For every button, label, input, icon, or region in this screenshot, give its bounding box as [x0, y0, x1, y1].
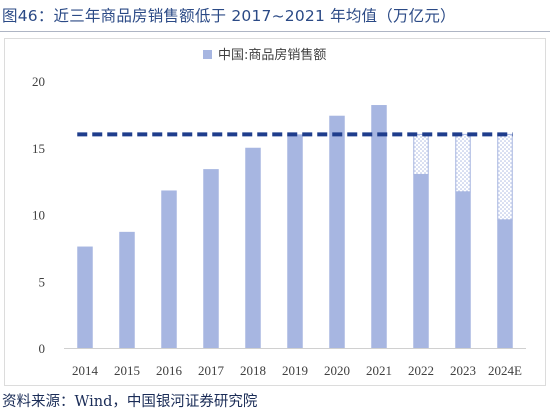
- x-tick-label: 2023: [450, 363, 476, 378]
- x-tick-label: 2020: [324, 363, 350, 378]
- bar: [245, 147, 261, 348]
- title-divider: [0, 31, 550, 32]
- x-tick-label: 2019: [282, 363, 308, 378]
- bar: [329, 115, 345, 349]
- x-tick-label: 2015: [114, 363, 140, 378]
- bar: [371, 105, 387, 348]
- bar: [161, 190, 177, 348]
- bar: [203, 169, 219, 348]
- bar: [119, 231, 135, 348]
- legend-label: 中国:商品房销售额: [218, 47, 326, 63]
- y-tick-label: 10: [32, 208, 45, 223]
- y-tick-label: 15: [32, 141, 45, 156]
- bar: [287, 134, 303, 348]
- x-tick-label: 2016: [156, 363, 183, 378]
- x-tick-label: 2017: [198, 363, 225, 378]
- gap-to-average-area: [413, 133, 429, 175]
- gap-to-average-area: [497, 133, 513, 221]
- y-tick-label: 0: [39, 341, 46, 356]
- bar: [497, 219, 513, 348]
- x-tick-label: 2021: [366, 363, 392, 378]
- x-tick-label: 2024E: [488, 363, 522, 378]
- bar: [77, 246, 93, 348]
- bar: [413, 174, 429, 348]
- figure-title: 图46：近三年商品房销售额低于 2017~2021 年均值（万亿元）: [2, 7, 456, 25]
- y-tick-label: 5: [39, 274, 46, 289]
- legend-swatch: [203, 50, 212, 59]
- bar: [455, 191, 471, 348]
- x-tick-label: 2018: [240, 363, 266, 378]
- gap-to-average-area: [455, 133, 471, 193]
- source-note: 资料来源：Wind，中国银河证券研究院: [2, 394, 258, 410]
- y-tick-label: 20: [32, 74, 45, 89]
- x-tick-label: 2022: [408, 363, 434, 378]
- x-tick-label: 2014: [72, 363, 99, 378]
